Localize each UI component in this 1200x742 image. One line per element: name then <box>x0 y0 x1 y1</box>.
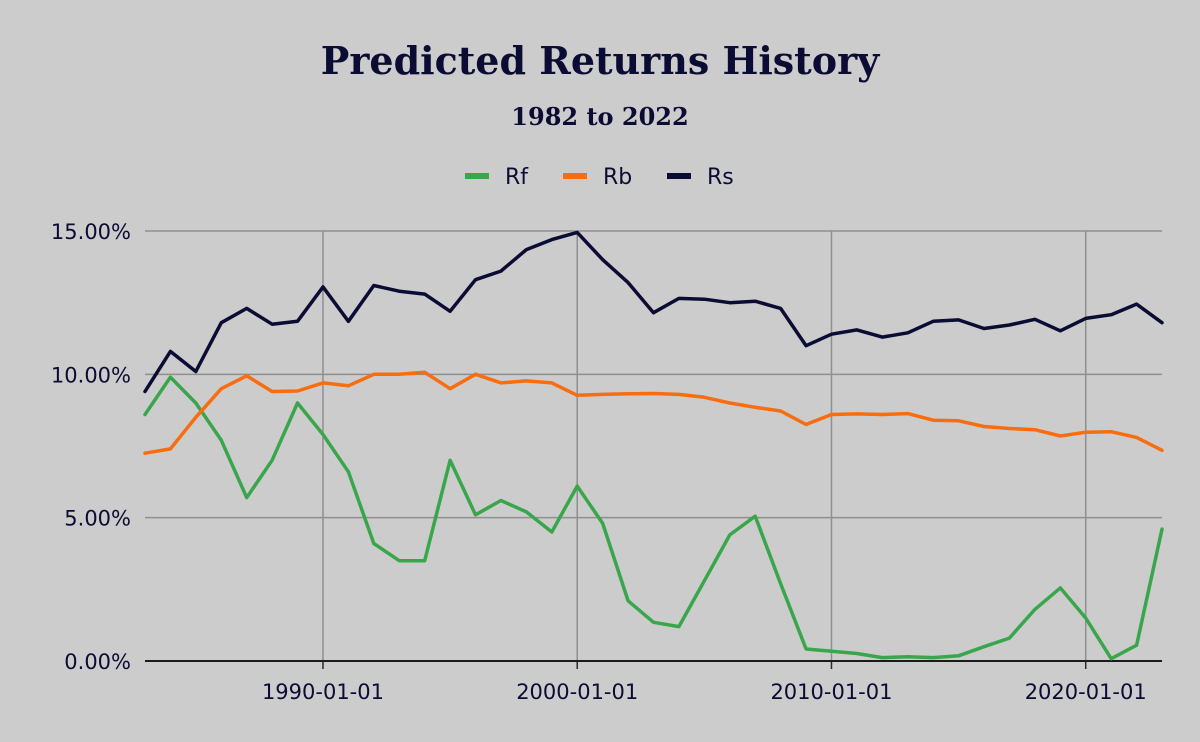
y-tick-label: 10.00% <box>51 363 131 387</box>
legend-label-rs: Rs <box>707 165 734 190</box>
series-lines <box>143 230 1164 661</box>
legend-swatch-rs <box>667 173 691 179</box>
series-line-rs <box>143 230 1164 394</box>
y-tick-label: 5.00% <box>64 507 131 531</box>
x-tick-label: 2020-01-01 <box>1025 680 1147 704</box>
series-line-rf <box>143 375 1164 661</box>
legend-label-rb: Rb <box>603 165 632 190</box>
axes: 0.00% 5.00% 10.00% 15.00% 1990-01-01 2000-01-… <box>51 220 1162 704</box>
grid <box>145 230 1162 661</box>
legend-swatch-rf <box>465 173 489 179</box>
x-tick-label: 1990-01-01 <box>262 680 384 704</box>
y-tick-label: 15.00% <box>51 220 131 244</box>
x-tick-label: 2000-01-01 <box>516 680 638 704</box>
x-tick-label: 2010-01-01 <box>770 680 892 704</box>
legend: Rf Rb Rs <box>465 165 734 190</box>
series-line-rb <box>143 370 1164 455</box>
y-tick-label: 0.00% <box>64 650 131 674</box>
legend-swatch-rb <box>563 173 587 179</box>
chart-subtitle: 1982 to 2022 <box>511 102 688 131</box>
legend-label-rf: Rf <box>505 165 529 190</box>
chart-title: Predicted Returns History <box>321 38 880 83</box>
